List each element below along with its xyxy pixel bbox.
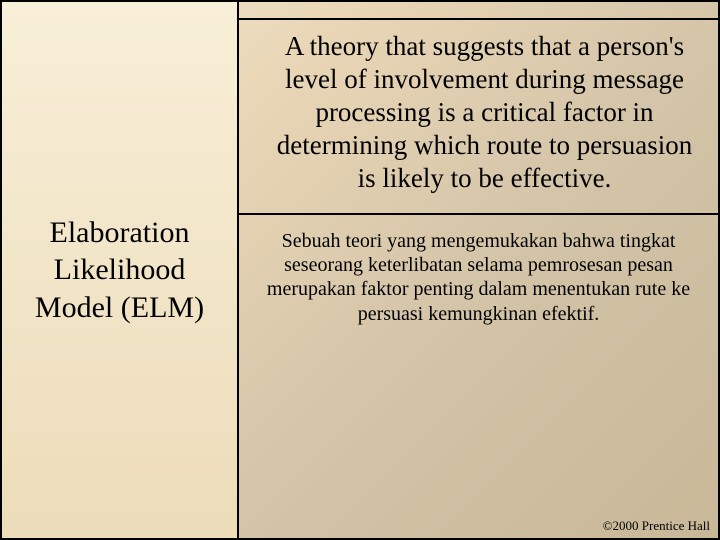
top-border-strip	[239, 2, 718, 20]
definition-text: A theory that suggests that a person's l…	[239, 20, 718, 213]
term-title: Elaboration Likelihood Model (ELM)	[12, 214, 227, 327]
right-panel: A theory that suggests that a person's l…	[237, 2, 718, 538]
translation-text: Sebuah teori yang mengemukakan bahwa tin…	[239, 215, 718, 333]
slide: Elaboration Likelihood Model (ELM) A the…	[0, 0, 720, 540]
copyright-text: ©2000 Prentice Hall	[603, 518, 710, 534]
left-panel: Elaboration Likelihood Model (ELM)	[2, 2, 237, 538]
